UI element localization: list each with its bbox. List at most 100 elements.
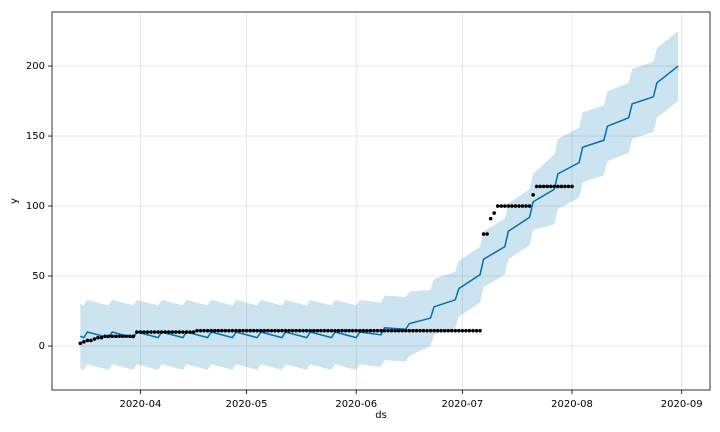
data-point [372,328,376,333]
data-point [503,204,507,208]
y-tick-label: 0 [39,341,45,352]
data-point [198,328,203,333]
data-point [485,232,489,236]
data-point [216,328,221,333]
data-point [495,204,500,208]
data-point [357,328,362,333]
data-point [382,328,387,333]
y-tick-label: 200 [26,61,45,72]
data-point [524,204,528,208]
data-point [308,328,313,333]
data-point [99,335,104,340]
data-point [117,334,122,339]
data-point [556,184,560,189]
data-point [393,328,397,333]
data-point [389,328,394,333]
data-point [570,184,574,189]
data-point [499,204,504,208]
plot-frame [51,11,711,391]
x-tick-label: 2020-07 [441,399,483,410]
data-point [435,328,440,333]
data-point [311,328,316,333]
data-point [262,328,267,333]
data-point [145,330,150,334]
data-point [478,328,482,333]
data-point [439,328,443,333]
data-point [368,328,373,333]
data-point [386,328,390,333]
data-point [265,328,270,333]
data-point [269,328,274,333]
data-point [411,328,415,333]
data-point [428,328,433,333]
data-point [326,328,330,333]
data-point [212,328,217,333]
data-point [237,328,242,333]
data-point [191,330,196,334]
data-point [301,328,305,333]
data-point [188,330,192,334]
data-point [244,328,249,333]
data-point [85,338,90,343]
data-point [379,328,383,333]
data-point [414,328,419,333]
data-point [354,328,359,333]
x-tick-label: 2020-05 [226,399,268,410]
data-point [453,328,458,333]
data-point [534,184,539,189]
data-point [230,328,235,333]
data-point [96,335,100,340]
data-point [283,328,288,333]
y-tick-label: 150 [26,131,45,142]
data-point [304,328,309,333]
data-point [163,330,168,334]
data-point [120,334,125,339]
data-point [329,328,334,333]
uncertainty-band [80,31,679,370]
data-point [290,328,295,333]
data-point [152,330,157,334]
data-point [195,328,199,333]
data-point [513,204,518,208]
data-point [488,216,493,221]
data-point [467,328,472,333]
data-point [340,328,344,333]
data-point [492,211,497,215]
data-point [552,184,557,189]
data-point [343,328,348,333]
data-point [297,328,302,333]
data-point [510,204,514,208]
data-point [421,328,426,333]
data-point [135,330,139,334]
data-point [138,330,143,334]
data-point [425,328,429,333]
data-point [205,328,210,333]
data-point [287,328,291,333]
data-point [248,328,252,333]
data-point [220,328,224,333]
data-point [403,328,408,333]
data-point [559,184,564,189]
data-point [181,330,185,334]
data-point [319,328,323,333]
data-point [400,328,405,333]
data-point [156,330,160,334]
data-point [549,184,553,189]
data-point [273,328,277,333]
data-point [471,328,475,333]
data-point [255,328,259,333]
x-axis-label: ds [375,410,387,421]
data-point [227,328,231,333]
x-tick-label: 2020-09 [661,399,703,410]
data-point [442,328,447,333]
data-point [124,334,129,339]
data-point [333,328,337,333]
data-point [350,328,355,333]
data-point [89,338,93,343]
data-point [174,330,178,334]
y-axis-label: y [9,198,20,204]
data-point [418,328,422,333]
data-point [449,328,454,333]
